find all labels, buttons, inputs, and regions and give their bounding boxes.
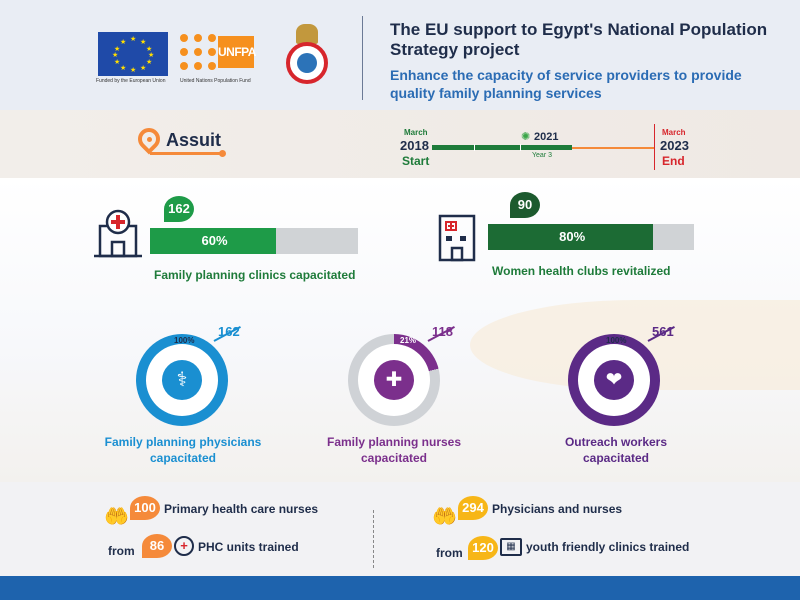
nurses-count: 118: [432, 324, 453, 339]
timeline-end-label: End: [662, 154, 685, 168]
clinics-percent: 60%: [201, 233, 228, 248]
nurse-icon: ✚: [374, 360, 414, 400]
eagle-emblem-icon: [296, 24, 318, 44]
care-hands-icon: 🤲: [104, 506, 129, 528]
unfpa-caption: United Nations Population Fund: [180, 78, 251, 84]
clubs-count-badge: 90: [510, 192, 540, 218]
youth-clinics-count: 120: [468, 536, 498, 560]
clubs-label: Women health clubs revitalized: [492, 264, 671, 278]
clinics-label: Family planning clinics capacitated: [154, 268, 356, 282]
outreach-percent: 100%: [606, 336, 627, 345]
unfpa-wordmark: UNFPA: [218, 36, 256, 68]
location-underline: [150, 150, 226, 157]
outreach-label: Outreach workers capacitated: [564, 435, 668, 465]
timeline-current-year: 2021: [534, 131, 559, 143]
location-name: Assuit: [166, 130, 222, 150]
clinic-building-icon: ▦: [500, 538, 522, 556]
clinics-bar-fill: 60%: [153, 228, 276, 254]
physicians-percent: 100%: [174, 336, 195, 345]
physicians-nurses-count: 294: [458, 496, 488, 520]
timeline-tick: [520, 144, 521, 151]
physicians-label: Family planning physicians capacitated: [104, 435, 262, 465]
phc-nurses-text: Primary health care nurses: [164, 502, 319, 516]
stethoscope-icon: ⚕: [162, 360, 202, 400]
timeline-current-label: Year 3: [532, 152, 552, 159]
phc-units-count: 86: [142, 534, 172, 558]
timeline-start-month: March: [404, 128, 428, 137]
training-stats-section: [0, 482, 800, 576]
physicians-count: 162: [218, 324, 240, 339]
egypt-ministry-logo: [282, 24, 332, 86]
timeline-start-year: 2018: [400, 138, 429, 153]
phc-from-label: from: [108, 544, 135, 558]
project-title: The EU support to Egypt's National Popul…: [390, 20, 768, 59]
location-pin-dot: [147, 137, 152, 142]
nurses-label: Family planning nurses capacitated: [326, 435, 462, 465]
footer-bar: [0, 576, 800, 600]
location-timeline-band: [0, 110, 800, 178]
timeline-end-month: March: [662, 128, 686, 137]
outreach-count: 561: [652, 324, 674, 339]
phc-nurses-count: 100: [130, 496, 160, 520]
care-hands-icon: ❤: [594, 360, 634, 400]
clinics-count-badge: 162: [164, 196, 194, 222]
timeline-start-label: Start: [402, 154, 430, 168]
outreach-ring: ❤: [568, 334, 660, 426]
timeline-progress: [432, 145, 572, 150]
project-subtitle: Enhance the capacity of service provider…: [390, 67, 742, 101]
nurses-ring: ✚: [348, 334, 440, 426]
unfpa-logo: UNFPA: [180, 34, 256, 74]
nurses-percent: 21%: [400, 336, 417, 345]
physicians-ring: ⚕: [136, 334, 228, 426]
eu-flag-logo: ★ ★ ★ ★ ★ ★ ★ ★ ★ ★ ★ ★: [98, 32, 168, 76]
ministry-seal-icon: [286, 42, 328, 84]
eu-caption: Funded by the European Union: [96, 78, 166, 84]
stats-divider: [373, 510, 374, 568]
care-hands-icon: 🤲: [432, 506, 457, 528]
youth-from-label: from: [436, 546, 463, 560]
hospital-building-icon: [438, 214, 476, 262]
header-divider: [362, 16, 363, 100]
gear-icon: ✺: [521, 131, 531, 143]
clinics-bar-track: 60%: [150, 228, 358, 254]
clubs-bar-track: 80%: [488, 224, 694, 250]
clinic-icon: [94, 209, 142, 258]
timeline-end-year: 2023: [660, 138, 689, 153]
youth-clinics-text: youth friendly clinics trained: [526, 540, 690, 554]
physicians-nurses-text: Physicians and nurses: [492, 502, 623, 516]
timeline-end-marker: [654, 124, 655, 170]
timeline-tick: [474, 144, 475, 151]
clubs-percent: 80%: [559, 229, 586, 244]
medical-cross-icon: +: [174, 536, 194, 556]
phc-units-text: PHC units trained: [198, 540, 299, 554]
clubs-bar-fill: 80%: [491, 224, 654, 250]
